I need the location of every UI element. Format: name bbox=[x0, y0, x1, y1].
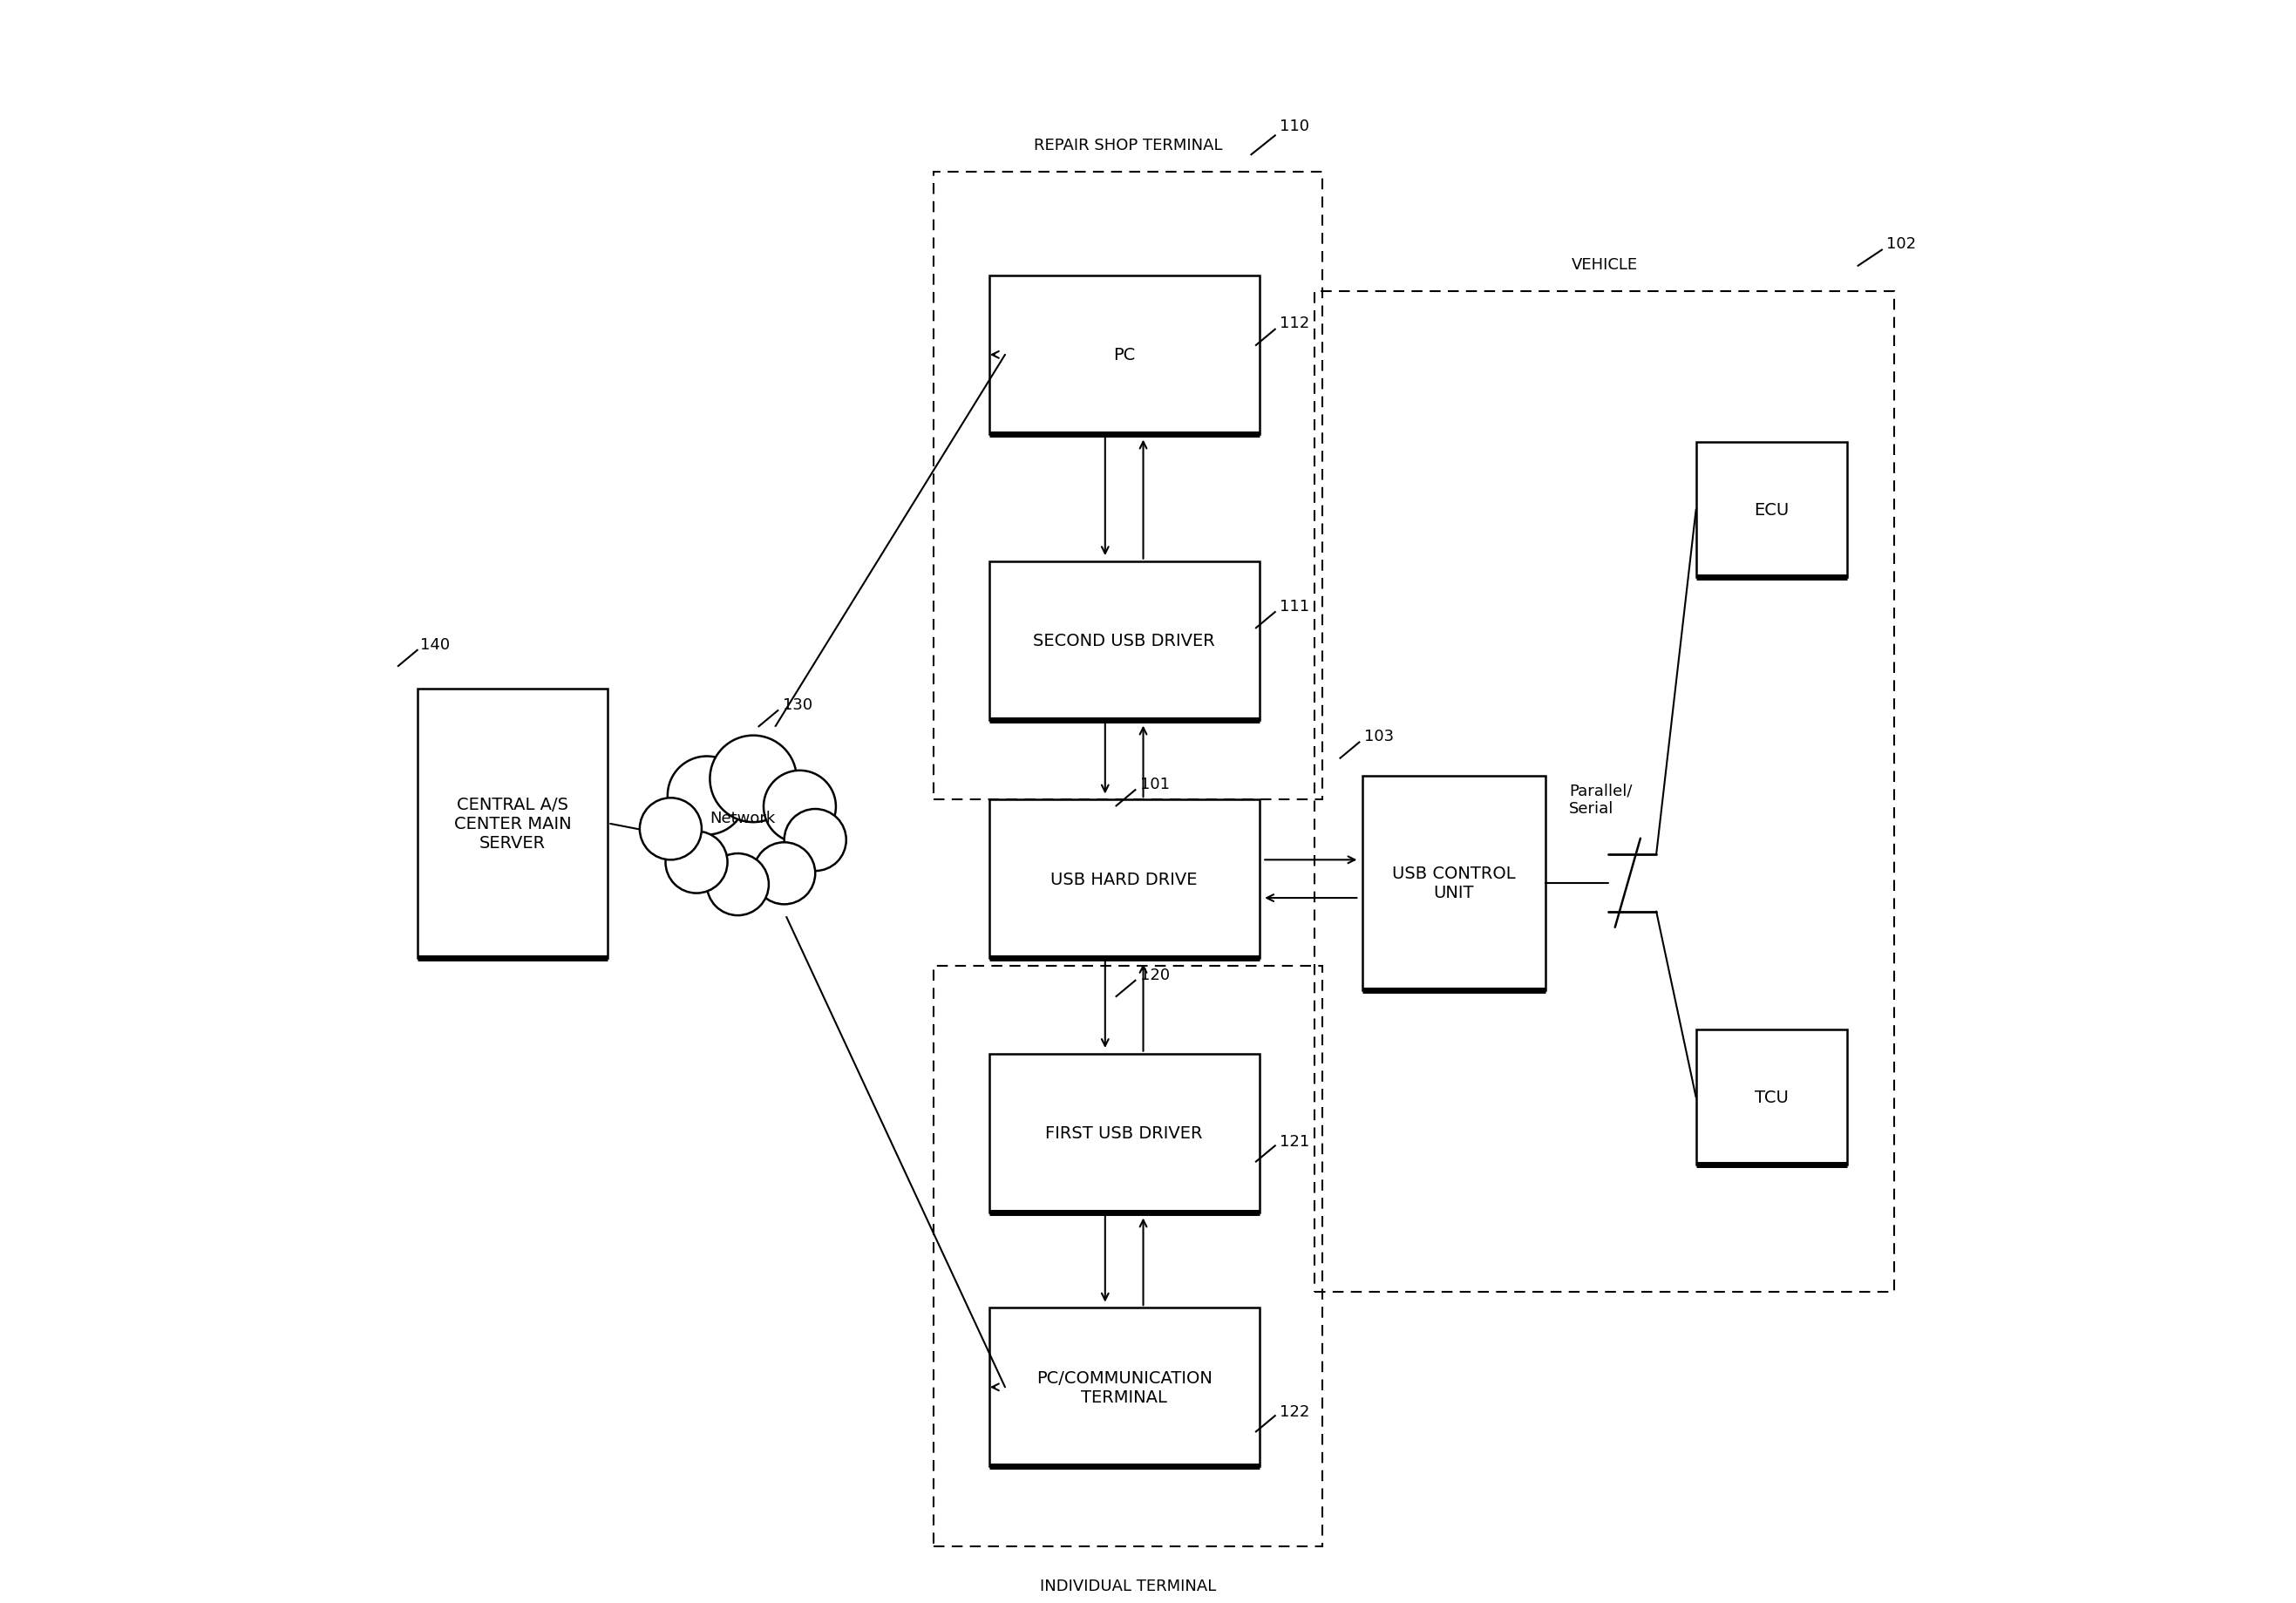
Bar bbox=[1362, 776, 1545, 991]
Text: USB HARD DRIVE: USB HARD DRIVE bbox=[1052, 870, 1199, 888]
Circle shape bbox=[641, 798, 703, 861]
Text: Parallel/
Serial: Parallel/ Serial bbox=[1568, 782, 1632, 818]
Circle shape bbox=[785, 810, 847, 872]
Text: 102: 102 bbox=[1887, 236, 1917, 252]
Circle shape bbox=[668, 757, 746, 835]
Bar bbox=[418, 689, 608, 959]
Bar bbox=[934, 967, 1322, 1545]
Text: 110: 110 bbox=[1279, 119, 1309, 135]
Text: REPAIR SHOP TERMINAL: REPAIR SHOP TERMINAL bbox=[1033, 138, 1221, 154]
Text: 112: 112 bbox=[1279, 316, 1309, 332]
Text: CENTRAL A/S
CENTER MAIN
SERVER: CENTRAL A/S CENTER MAIN SERVER bbox=[455, 797, 572, 851]
Bar bbox=[990, 800, 1258, 959]
Text: Network: Network bbox=[709, 810, 776, 826]
Bar bbox=[1316, 292, 1894, 1292]
Text: 122: 122 bbox=[1279, 1403, 1309, 1419]
Bar bbox=[1697, 442, 1846, 577]
Text: PC/COMMUNICATION
TERMINAL: PC/COMMUNICATION TERMINAL bbox=[1035, 1369, 1212, 1406]
Bar bbox=[990, 561, 1258, 720]
Text: FIRST USB DRIVER: FIRST USB DRIVER bbox=[1045, 1125, 1203, 1141]
Circle shape bbox=[707, 854, 769, 915]
Text: 120: 120 bbox=[1141, 967, 1169, 983]
Text: 130: 130 bbox=[783, 697, 813, 712]
Circle shape bbox=[765, 771, 836, 843]
Text: 111: 111 bbox=[1279, 598, 1309, 614]
Text: ECU: ECU bbox=[1754, 502, 1789, 518]
Circle shape bbox=[709, 736, 797, 822]
Text: 140: 140 bbox=[420, 636, 450, 652]
Bar bbox=[934, 173, 1322, 800]
Circle shape bbox=[666, 832, 728, 893]
Text: SECOND USB DRIVER: SECOND USB DRIVER bbox=[1033, 633, 1215, 649]
Text: TCU: TCU bbox=[1754, 1088, 1789, 1106]
Text: 103: 103 bbox=[1364, 728, 1394, 744]
Text: PC: PC bbox=[1114, 346, 1134, 364]
Text: INDIVIDUAL TERMINAL: INDIVIDUAL TERMINAL bbox=[1040, 1577, 1217, 1593]
Bar bbox=[990, 1053, 1258, 1212]
Text: VEHICLE: VEHICLE bbox=[1570, 256, 1637, 273]
Bar bbox=[990, 276, 1258, 434]
Circle shape bbox=[753, 843, 815, 904]
Text: 101: 101 bbox=[1141, 776, 1169, 792]
Bar bbox=[1697, 1031, 1846, 1165]
Ellipse shape bbox=[629, 723, 856, 923]
Bar bbox=[990, 1308, 1258, 1467]
Text: USB CONTROL
UNIT: USB CONTROL UNIT bbox=[1391, 866, 1515, 901]
Text: 121: 121 bbox=[1279, 1133, 1309, 1149]
